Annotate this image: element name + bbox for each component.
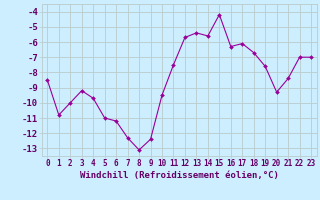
- X-axis label: Windchill (Refroidissement éolien,°C): Windchill (Refroidissement éolien,°C): [80, 171, 279, 180]
